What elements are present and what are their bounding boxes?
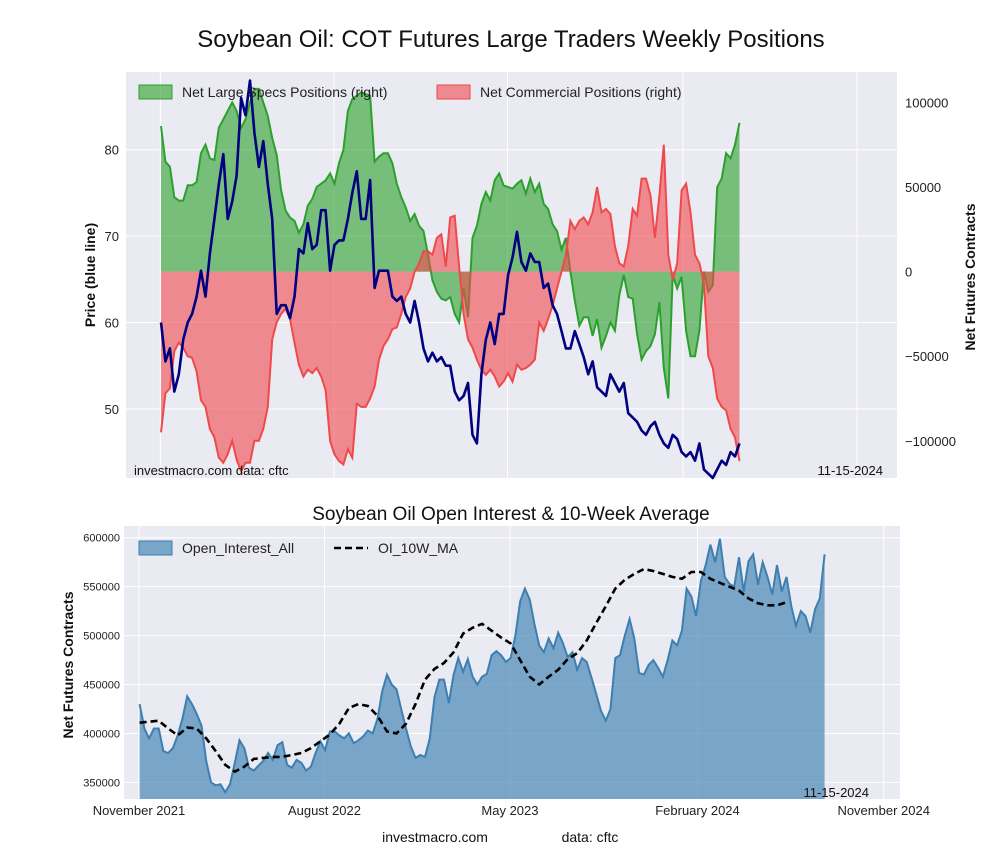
top-chart-title: Soybean Oil: COT Futures Large Traders W…: [197, 26, 824, 53]
top-right-tick-label: 0: [905, 265, 912, 280]
legend-label-ma: OI_10W_MA: [378, 540, 459, 556]
bottom-x-tick-label: February 2024: [655, 803, 740, 818]
top-source-note: investmacro.com data: cftc: [134, 463, 289, 478]
legend-label-open-interest: Open_Interest_All: [182, 540, 294, 556]
net-large-specs-area: [161, 88, 740, 399]
bottom-y-axis-label: Net Futures Contracts: [60, 591, 76, 738]
oi-10w-ma-line: [139, 567, 787, 774]
legend-label-specs: Net Large Specs Positions (right): [182, 84, 387, 100]
oi-10w-ma-series: [139, 567, 787, 774]
price-series: [159, 79, 741, 480]
legend-swatch-commercial: [436, 84, 471, 100]
bottom-x-ticks: November 2021 August 2022 May 2023 February…: [93, 803, 930, 818]
top-right-tick-label: 100000: [905, 95, 948, 110]
net-large-specs-series: [160, 87, 741, 399]
legend-label-commercial: Net Commercial Positions (right): [480, 84, 682, 100]
bottom-y-ticks: 350000 400000 450000 500000 550000 600000: [83, 533, 120, 790]
footer-site: investmacro.com: [382, 829, 488, 845]
legend-swatch-specs: [138, 84, 173, 100]
open-interest-area: [139, 538, 825, 799]
footer-source: data: cftc: [562, 829, 619, 845]
price-line: [159, 79, 741, 480]
net-commercial-line: [160, 144, 741, 474]
open-interest-line: [138, 538, 826, 795]
bottom-y-tick-label: 450000: [83, 680, 120, 692]
top-right-tick-label: −50000: [905, 349, 949, 364]
bottom-y-tick-label: 350000: [83, 777, 120, 789]
bottom-y-tick-label: 600000: [83, 533, 120, 545]
open-interest-series: [138, 538, 826, 799]
net-large-specs-line: [160, 87, 741, 399]
top-legend: Net Large Specs Positions (right) Net Co…: [138, 84, 682, 100]
top-left-tick-label: 70: [105, 229, 119, 244]
bottom-x-tick-label: November 2021: [93, 803, 186, 818]
bottom-date-note: 11-15-2024: [803, 785, 869, 800]
legend-swatch-open-interest: [138, 540, 173, 556]
top-left-axis-label: Price (blue line): [82, 223, 98, 327]
bottom-x-tick-label: August 2022: [288, 803, 361, 818]
top-right-axis-label: Net Futures Contracts: [962, 203, 978, 350]
bottom-y-tick-label: 500000: [83, 631, 120, 643]
bottom-y-tick-label: 550000: [83, 582, 120, 594]
top-left-ticks: 50 60 70 80: [105, 143, 119, 417]
net-commercial-area: [161, 144, 740, 472]
net-commercial-series: [160, 144, 741, 474]
top-left-tick-label: 60: [105, 316, 119, 331]
bottom-legend: Open_Interest_All OI_10W_MA: [138, 540, 459, 556]
bottom-chart-title: Soybean Oil Open Interest & 10-Week Aver…: [312, 504, 709, 525]
top-date-note: 11-15-2024: [817, 463, 883, 478]
top-right-tick-label: −100000: [905, 434, 956, 449]
top-left-tick-label: 80: [105, 143, 119, 158]
top-left-tick-label: 50: [105, 402, 119, 417]
top-right-tick-label: 50000: [905, 180, 941, 195]
bottom-x-tick-label: May 2023: [481, 803, 538, 818]
top-right-ticks: −100000 −50000 0 50000 100000: [905, 95, 956, 448]
bottom-x-tick-label: November 2024: [837, 803, 930, 818]
bottom-y-tick-label: 400000: [83, 728, 120, 740]
